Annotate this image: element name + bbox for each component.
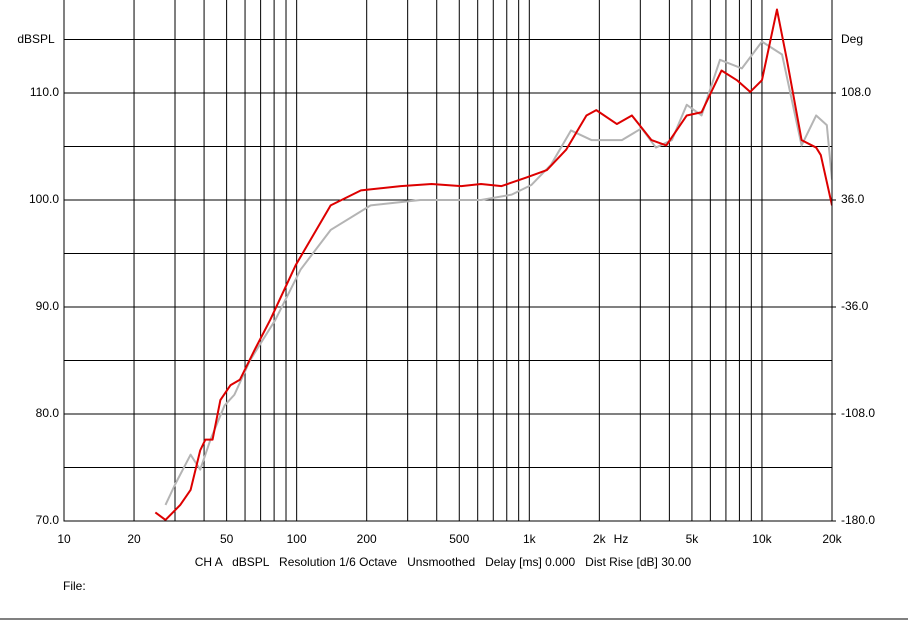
x-tick-label: 50	[220, 532, 234, 546]
y-tick-label: 100.0	[29, 192, 59, 206]
x-axis-label: Hz	[614, 532, 629, 546]
x-tick-label: 200	[357, 532, 377, 546]
y-axis-label: dBSPL	[17, 32, 55, 46]
y-tick-label: 110.0	[30, 85, 59, 99]
file-label: File:	[63, 579, 86, 593]
x-tick-label: 10k	[752, 532, 772, 546]
grid	[63, 0, 833, 522]
x-tick-label: 5k	[686, 532, 700, 546]
y2-axis-label: Deg	[841, 32, 863, 46]
y2-tick-label: 36.0	[841, 192, 865, 206]
x-tick-label: 1k	[523, 532, 537, 546]
y2-tick-label: -108.0	[841, 406, 875, 420]
y-tick-label: 70.0	[36, 513, 60, 527]
x-tick-label: 500	[449, 532, 469, 546]
y2-tick-label: 108.0	[841, 85, 871, 99]
y-tick-label: 80.0	[36, 406, 60, 420]
series-line	[154, 8, 832, 521]
x-tick-label: 20k	[822, 532, 842, 546]
plot-frame	[63, 0, 833, 522]
x-tick-label: 10	[57, 532, 71, 546]
x-tick-label: 100	[287, 532, 307, 546]
y2-tick-label: -180.0	[841, 513, 875, 527]
footer: CH A dBSPL Resolution 1/6 Octave Unsmoot…	[195, 555, 692, 569]
y2-tick-label: -36.0	[841, 299, 869, 313]
x-tick-label: 2k	[593, 532, 607, 546]
plot	[154, 8, 832, 521]
x-tick-label: 20	[127, 532, 141, 546]
y-tick-label: 90.0	[36, 299, 60, 313]
